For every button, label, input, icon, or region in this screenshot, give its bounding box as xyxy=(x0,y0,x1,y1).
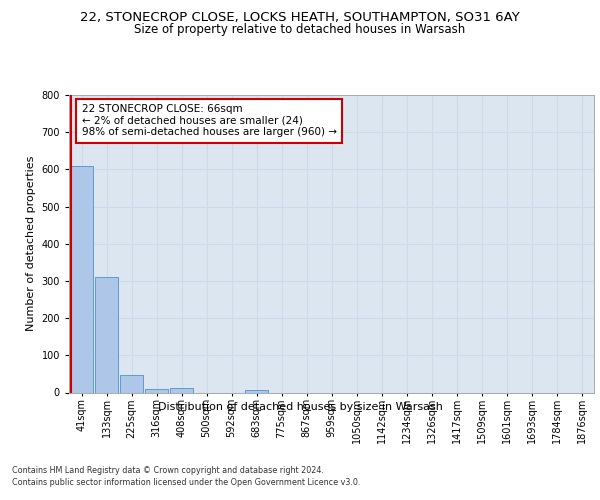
Text: Distribution of detached houses by size in Warsash: Distribution of detached houses by size … xyxy=(158,402,442,412)
Text: 22, STONECROP CLOSE, LOCKS HEATH, SOUTHAMPTON, SO31 6AY: 22, STONECROP CLOSE, LOCKS HEATH, SOUTHA… xyxy=(80,11,520,24)
Bar xyxy=(245,390,268,392)
Text: Contains public sector information licensed under the Open Government Licence v3: Contains public sector information licen… xyxy=(12,478,361,487)
Y-axis label: Number of detached properties: Number of detached properties xyxy=(26,156,36,332)
Text: Size of property relative to detached houses in Warsash: Size of property relative to detached ho… xyxy=(134,22,466,36)
Bar xyxy=(145,389,168,392)
Bar xyxy=(95,277,118,392)
Text: Contains HM Land Registry data © Crown copyright and database right 2024.: Contains HM Land Registry data © Crown c… xyxy=(12,466,324,475)
Bar xyxy=(170,388,193,392)
Text: 22 STONECROP CLOSE: 66sqm
← 2% of detached houses are smaller (24)
98% of semi-d: 22 STONECROP CLOSE: 66sqm ← 2% of detach… xyxy=(82,104,337,138)
Bar xyxy=(70,166,93,392)
Bar xyxy=(120,374,143,392)
